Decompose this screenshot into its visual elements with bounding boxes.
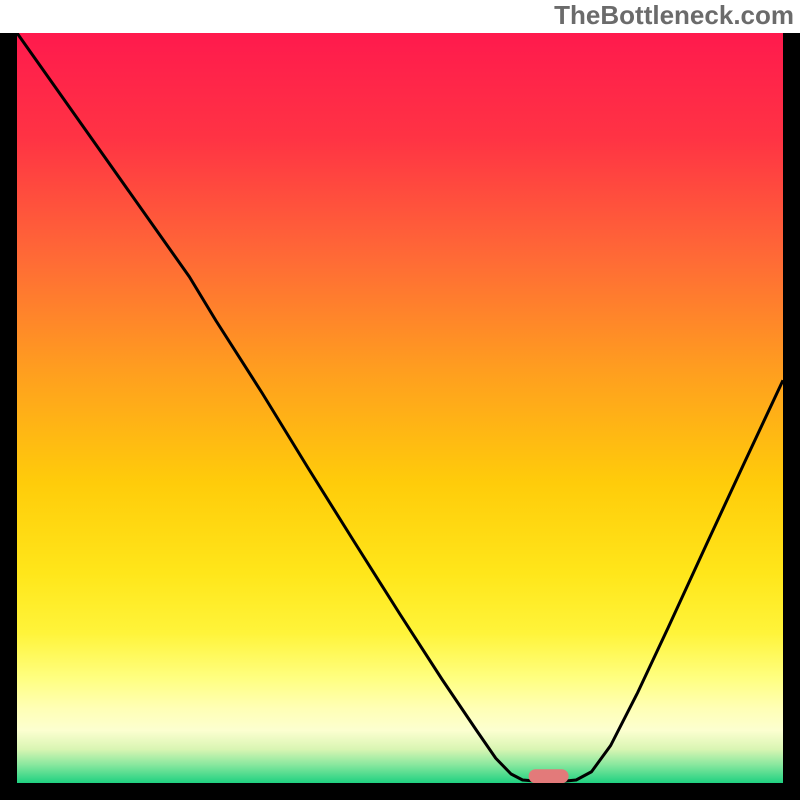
chart-svg	[0, 0, 800, 800]
chart-container: TheBottleneck.com	[0, 0, 800, 800]
plot-background	[17, 33, 783, 783]
optimal-point-marker	[529, 769, 569, 783]
watermark-text: TheBottleneck.com	[554, 0, 794, 31]
